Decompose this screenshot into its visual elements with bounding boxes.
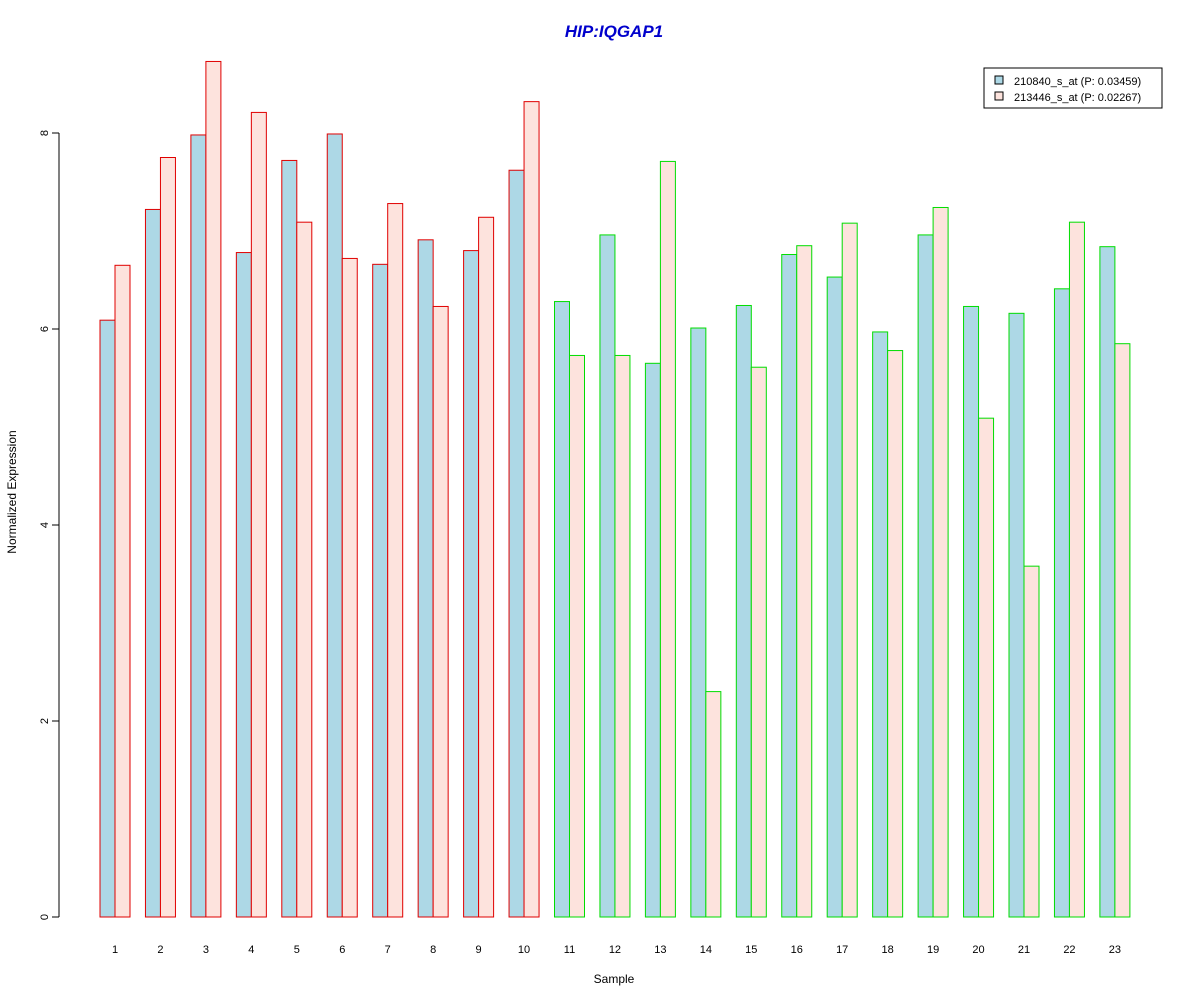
bar-sample-21-series-1 <box>1008 312 1025 918</box>
legend-swatch-series-1 <box>994 75 1004 85</box>
x-tick-label: 19 <box>927 944 939 956</box>
bar-sample-12-series-2 <box>614 354 631 918</box>
bar-sample-14-series-2 <box>705 691 722 918</box>
bar-sample-17-series-1 <box>826 276 843 918</box>
x-tick-label: 20 <box>972 944 984 956</box>
bar-sample-10-series-2 <box>523 101 540 918</box>
bar-sample-4-series-2 <box>250 111 267 918</box>
bar-sample-20-series-2 <box>978 417 995 918</box>
y-tick-label: 0 <box>39 914 51 920</box>
x-tick-labels: 1 2 3 4 5 6 7 8 9 10 11 12 13 14 15 16 17 18 19 20 21 22 23 <box>112 944 1121 956</box>
bar-sample-5-series-2 <box>296 221 313 918</box>
y-tick-label: 4 <box>39 522 51 528</box>
x-tick-label: 21 <box>1018 944 1030 956</box>
bar-sample-18-series-1 <box>872 331 889 918</box>
legend: 210840_s_at (P: 0.03459) 213446_s_at (P:… <box>983 67 1163 109</box>
x-tick-label: 13 <box>654 944 666 956</box>
bar-sample-3-series-1 <box>190 134 207 918</box>
bar-sample-11-series-2 <box>569 354 585 918</box>
bar-sample-6-series-1 <box>326 133 343 918</box>
bar-sample-7-series-1 <box>372 263 389 918</box>
bar-sample-7-series-2 <box>387 203 404 918</box>
x-tick-label: 12 <box>609 944 621 956</box>
y-tick-label: 2 <box>39 718 51 724</box>
x-tick-label: 2 <box>157 944 163 956</box>
bar-sample-12-series-1 <box>599 234 616 918</box>
x-tick-label: 5 <box>294 944 300 956</box>
bar-sample-5-series-1 <box>281 159 298 918</box>
x-tick-label: 23 <box>1109 944 1121 956</box>
bar-sample-15-series-2 <box>750 366 767 918</box>
y-tick-label: 6 <box>39 326 51 332</box>
bar-sample-23-series-2 <box>1114 343 1131 918</box>
x-tick-label: 4 <box>248 944 254 956</box>
bar-sample-8-series-1 <box>417 239 434 918</box>
bar-sample-20-series-1 <box>963 305 980 918</box>
bar-sample-17-series-2 <box>841 222 858 918</box>
bar-sample-13-series-2 <box>659 160 676 918</box>
legend-label-series-2: 213446_s_at (P: 0.02267) <box>1014 92 1141 104</box>
bar-sample-16-series-1 <box>781 254 798 918</box>
x-tick-label: 17 <box>836 944 848 956</box>
y-axis: 0 2 4 6 8 <box>39 130 60 920</box>
bar-sample-22-series-1 <box>1053 288 1070 918</box>
bar-sample-16-series-2 <box>796 245 813 918</box>
x-tick-label: 1 <box>112 944 118 956</box>
y-axis-title: Normalized Expression <box>5 430 19 553</box>
bar-sample-14-series-1 <box>690 327 707 918</box>
bar-series-group <box>99 60 1131 918</box>
x-tick-label: 7 <box>385 944 391 956</box>
bar-sample-21-series-2 <box>1023 565 1040 918</box>
bar-sample-23-series-1 <box>1099 246 1116 918</box>
x-tick-label: 14 <box>700 944 712 956</box>
bar-sample-9-series-2 <box>478 216 495 918</box>
bar-sample-11-series-1 <box>554 301 570 918</box>
x-axis-title: Sample <box>594 972 635 986</box>
bar-sample-9-series-1 <box>463 250 480 918</box>
bar-sample-8-series-2 <box>432 305 449 918</box>
x-tick-label: 10 <box>518 944 530 956</box>
bar-sample-3-series-2 <box>205 60 222 918</box>
x-tick-label: 3 <box>203 944 209 956</box>
bar-sample-6-series-2 <box>341 257 358 918</box>
legend-box <box>983 67 1163 109</box>
x-tick-label: 11 <box>564 944 575 956</box>
x-tick-label: 18 <box>882 944 894 956</box>
bar-sample-19-series-2 <box>932 206 949 918</box>
bar-sample-10-series-1 <box>508 169 525 918</box>
y-tick-label: 8 <box>39 130 51 136</box>
x-tick-label: 22 <box>1063 944 1075 956</box>
bar-sample-1-series-2 <box>114 264 131 918</box>
x-tick-label: 9 <box>476 944 482 956</box>
x-tick-label: 15 <box>745 944 757 956</box>
x-tick-label: 16 <box>791 944 803 956</box>
legend-label-series-1: 210840_s_at (P: 0.03459) <box>1014 76 1141 88</box>
legend-swatch-series-2 <box>994 91 1004 101</box>
bar-sample-13-series-1 <box>644 362 661 918</box>
bar-sample-4-series-1 <box>235 252 252 918</box>
bar-sample-1-series-1 <box>99 319 116 918</box>
x-tick-label: 8 <box>430 944 436 956</box>
bar-sample-2-series-1 <box>144 208 161 918</box>
chart-title: HIP:IQGAP1 <box>565 22 663 41</box>
bar-sample-15-series-1 <box>735 304 752 918</box>
bar-sample-22-series-2 <box>1068 221 1085 918</box>
x-tick-label: 6 <box>339 944 345 956</box>
bar-sample-19-series-1 <box>917 234 934 918</box>
bar-sample-18-series-2 <box>887 350 904 918</box>
bar-sample-2-series-2 <box>159 157 176 918</box>
